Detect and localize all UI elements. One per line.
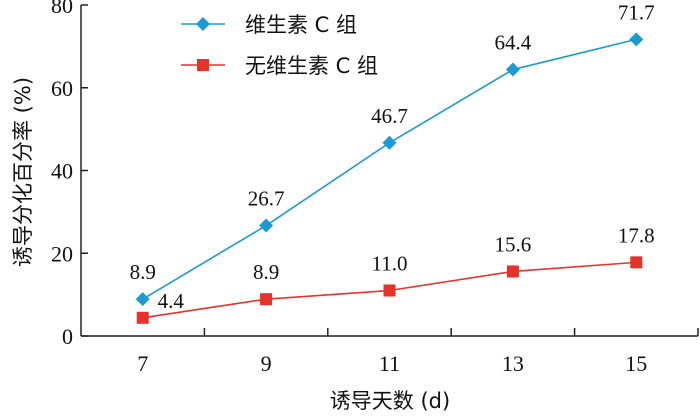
data-label: 71.7	[618, 0, 655, 24]
x-tick-label: 9	[261, 351, 272, 376]
data-label: 11.0	[372, 251, 408, 275]
legend-label: 无维生素 C 组	[245, 54, 378, 78]
y-tick-label: 0	[62, 324, 73, 349]
legend-marker	[197, 59, 209, 71]
legend-label: 维生素 C 组	[245, 13, 357, 37]
data-label: 46.7	[371, 104, 408, 128]
data-label: 4.4	[158, 289, 185, 313]
data-label: 17.8	[618, 223, 655, 247]
data-point	[382, 135, 397, 150]
y-tick-label: 80	[51, 0, 73, 18]
data-label: 8.9	[253, 260, 279, 284]
data-label: 15.6	[495, 232, 532, 256]
data-point	[505, 62, 520, 77]
x-tick-label: 13	[502, 351, 524, 376]
legend-marker	[196, 17, 210, 31]
x-tick-label: 15	[625, 351, 647, 376]
data-point	[135, 292, 150, 307]
data-point	[629, 32, 644, 47]
data-label: 8.9	[130, 260, 156, 284]
axes: 0 20 40 60 80 7 9 11 13 15	[51, 0, 699, 376]
x-tick-label: 7	[137, 351, 148, 376]
data-point	[259, 218, 274, 233]
data-label: 64.4	[495, 31, 532, 55]
y-axis-label: 诱导分化百分率 (%)	[11, 77, 35, 267]
data-point	[260, 293, 273, 306]
data-point	[506, 265, 519, 278]
data-point	[136, 311, 149, 324]
x-axis-label: 诱导天数 (d)	[330, 389, 450, 413]
data-point	[630, 256, 643, 269]
y-tick-label: 60	[51, 76, 73, 101]
plot-area: 8.926.746.764.471.74.48.9 11.015.6 17.8	[130, 0, 655, 324]
data-label: 26.7	[248, 187, 285, 211]
data-point	[383, 284, 396, 297]
x-tick-label: 11	[379, 351, 400, 376]
y-tick-label: 40	[51, 159, 73, 184]
y-tick-label: 20	[51, 241, 73, 266]
